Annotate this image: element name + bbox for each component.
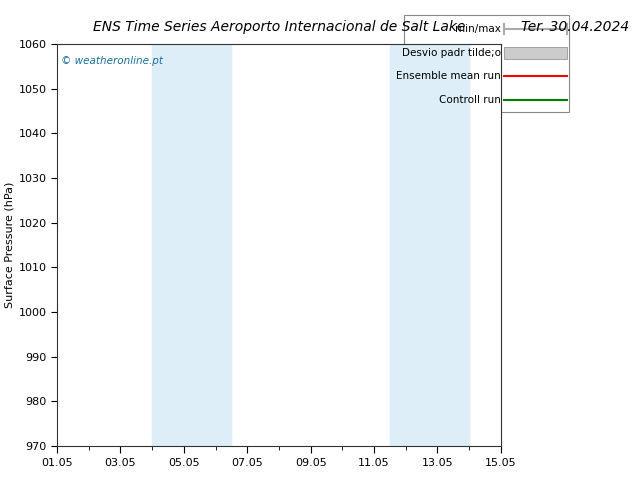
Text: ENS Time Series Aeroporto Internacional de Salt Lake: ENS Time Series Aeroporto Internacional … xyxy=(93,20,465,34)
Text: Ter. 30.04.2024 19 UTC: Ter. 30.04.2024 19 UTC xyxy=(521,20,634,34)
Y-axis label: Surface Pressure (hPa): Surface Pressure (hPa) xyxy=(4,182,15,308)
Bar xyxy=(152,44,231,446)
Text: min/max: min/max xyxy=(455,24,501,34)
Text: Ensemble mean run: Ensemble mean run xyxy=(396,72,501,81)
Text: Controll run: Controll run xyxy=(439,95,501,105)
Text: Desvio padr tilde;o: Desvio padr tilde;o xyxy=(402,48,501,58)
Bar xyxy=(390,44,469,446)
Text: © weatheronline.pt: © weatheronline.pt xyxy=(61,56,164,66)
